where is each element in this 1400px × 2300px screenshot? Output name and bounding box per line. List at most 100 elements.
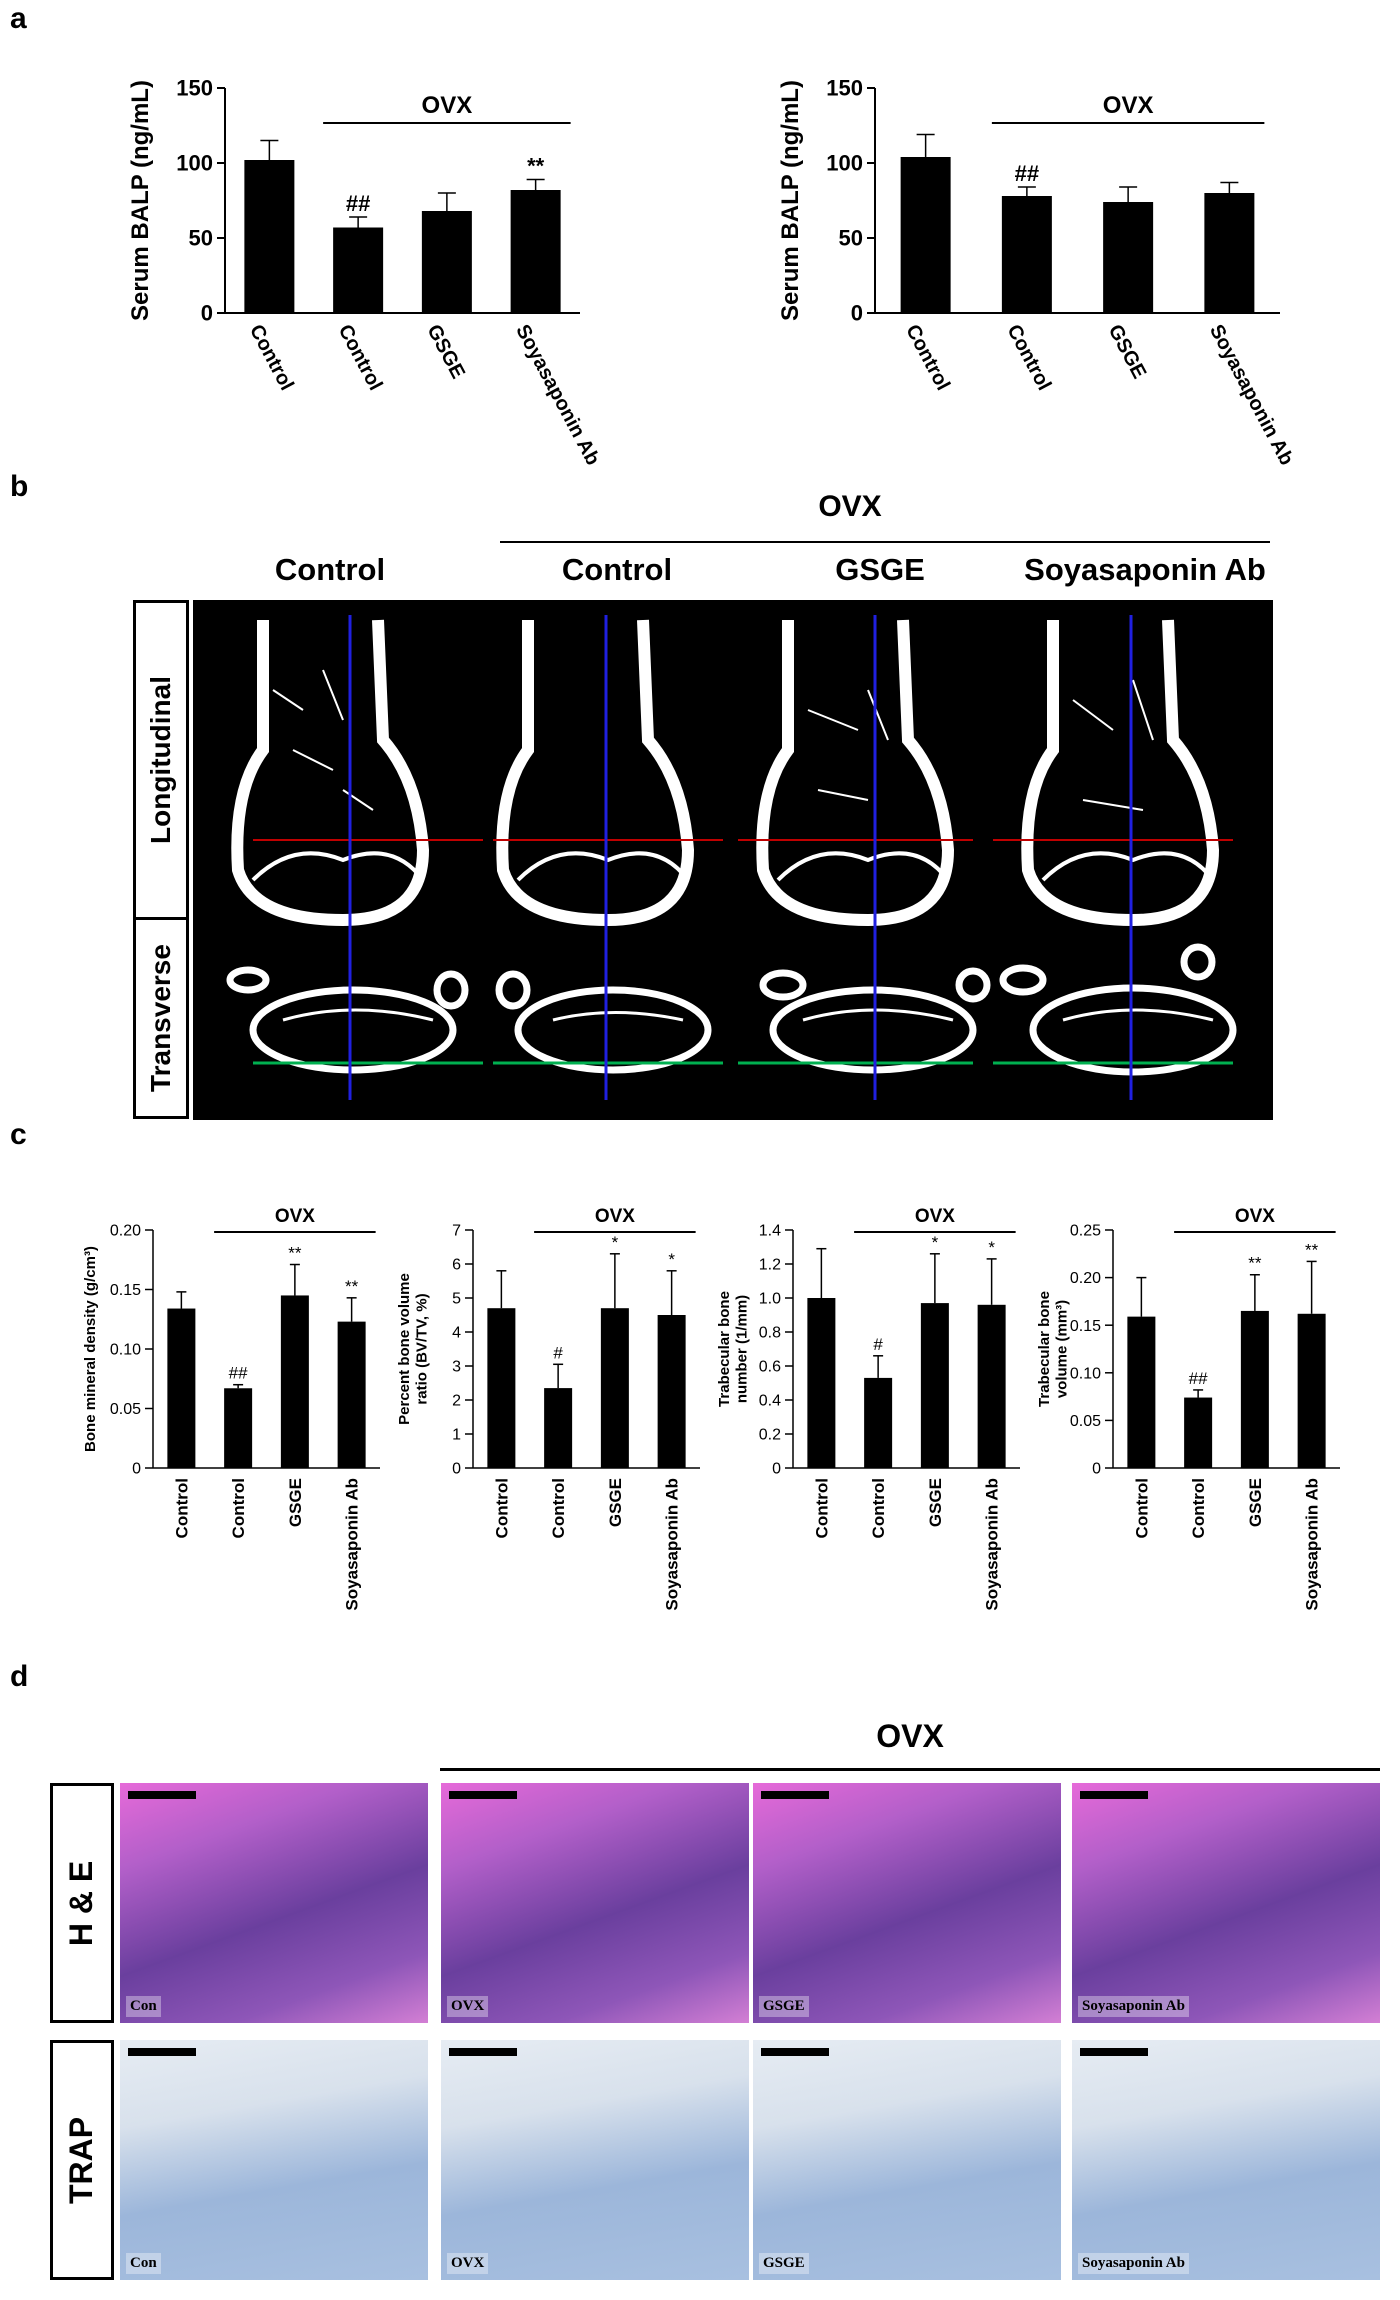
y-tick-label: 4 [452,1325,461,1342]
category-label: Soyasaponin Ab [1205,321,1298,469]
y-tick-label: 3 [452,1359,461,1376]
he-image-2: GSGE [753,1783,1061,2023]
category-label: Control [1189,1478,1208,1538]
bar-3 [510,190,561,313]
ovx-label: OVX [422,92,473,119]
y-tick-label: 7 [452,1223,461,1240]
microct-image-panel [193,600,1273,1120]
category-label: Control [229,1478,248,1538]
panel-b-header-gsge: GSGE [835,552,925,587]
category-label: GSGE [1104,321,1151,382]
image-label: OVX [447,1996,489,2017]
y-tick-label: 0 [851,301,863,326]
chart-bone-mineral-density: 0 0.05 0.10 0.15 0.20 Bone mineral density (g… [82,1206,380,1611]
y-tick-label: 0.25 [1070,1223,1101,1240]
y-tick-label: 0.05 [110,1401,141,1418]
image-label: GSGE [759,2253,809,2274]
row-label-he: H & E [50,1783,114,2023]
category-label: Control [549,1478,568,1538]
image-label: GSGE [759,1996,809,2017]
panel-b-ovx-bracket [500,541,1270,543]
bar-3 [337,1321,366,1468]
chart-trabecular-bone-volume: 0 0.05 0.10 0.15 0.20 0.25 Trabecular bone volu… [1036,1206,1340,1611]
bar-1 [864,1377,893,1468]
category-label: Control [901,321,954,394]
significance-marker: ** [527,154,545,179]
microct-transverse-control [249,986,457,1074]
bar-3 [657,1315,686,1468]
category-label: Control [1132,1478,1151,1538]
significance-marker: ** [1305,1240,1319,1259]
image-label: OVX [447,2253,489,2274]
significance-marker: ** [345,1277,359,1296]
microct-longitudinal-soyasaponin [1021,619,1220,927]
y-tick-label: 100 [176,151,213,176]
bar-0 [900,157,951,313]
ovx-label: OVX [595,1206,635,1227]
bar-1 [544,1388,573,1468]
ovx-label: OVX [915,1206,955,1227]
row-label-trap: TRAP [50,2040,114,2280]
category-label: GSGE [422,321,469,382]
bar-1 [1184,1397,1213,1468]
microct-transverse-ovx [514,986,712,1074]
scale-bar [449,1791,517,1799]
ovx-label: OVX [275,1206,315,1227]
y-tick-label: 100 [826,151,863,176]
category-label: Control [869,1478,888,1538]
trap-image-3: Soyasaponin Ab [1072,2040,1380,2280]
bar-0 [487,1308,516,1468]
category-label: GSGE [1246,1478,1265,1527]
scale-bar [1080,1791,1148,1799]
y-tick-label: 0.05 [1070,1413,1101,1430]
microct-longitudinal-control [231,619,430,927]
significance-marker: ## [1189,1369,1208,1388]
image-label: Soyasaponin Ab [1078,2253,1189,2274]
bar-0 [807,1298,836,1468]
trap-image-0: Con [120,2040,428,2280]
y-axis-label: Serum BALP (ng/mL) [127,80,154,321]
trap-image-2: GSGE [753,2040,1061,2280]
y-axis-label: Trabecular bone [1036,1291,1053,1407]
y-tick-label: 5 [452,1291,461,1308]
y-tick-label: 0.15 [110,1282,141,1299]
panel-b-header-control: Control [274,552,386,587]
y-axis-label: number (1/mm) [733,1295,750,1403]
category-label: Control [334,321,387,394]
y-tick-label: 1.2 [759,1257,781,1274]
image-label: Con [126,2253,161,2274]
significance-marker: ** [288,1244,302,1263]
y-tick-label: 0.20 [110,1223,141,1240]
category-label: Soyasaponin Ab [343,1478,362,1611]
trap-image-1: OVX [441,2040,749,2280]
y-tick-label: 0.10 [1070,1365,1101,1382]
panel-letter-d: d [10,1660,29,1693]
y-tick-label: 0 [1092,1461,1101,1478]
significance-marker: ## [346,191,370,216]
y-tick-label: 1 [452,1427,461,1444]
y-tick-label: 0.8 [759,1325,781,1342]
significance-marker: * [612,1233,619,1252]
category-label: Control [812,1478,831,1538]
category-label: GSGE [606,1478,625,1527]
he-image-0: Con [120,1783,428,2023]
microct-transverse-soyasaponin [1029,984,1237,1076]
category-label: Soyasaponin Ab [663,1478,682,1611]
y-tick-label: 0.15 [1070,1318,1101,1335]
y-tick-label: 50 [839,226,863,251]
bar-1 [224,1388,253,1468]
y-tick-label: 0.20 [1070,1270,1101,1287]
significance-marker: ## [1015,161,1039,186]
panel-b-ovx-label: OVX [818,490,882,523]
bar-1 [333,227,384,313]
row-label-transverse: Transverse [133,917,189,1119]
y-axis-label: Bone mineral density (g/cm³) [82,1246,99,1452]
significance-marker: ## [229,1364,248,1383]
y-tick-label: 0.4 [759,1393,781,1410]
category-label: Control [172,1478,191,1538]
y-tick-label: 1.0 [759,1291,781,1308]
scale-bar [449,2048,517,2056]
row-label-longitudinal: Longitudinal [133,600,189,920]
panel-letter-a: a [10,2,27,35]
significance-marker: # [873,1335,883,1354]
